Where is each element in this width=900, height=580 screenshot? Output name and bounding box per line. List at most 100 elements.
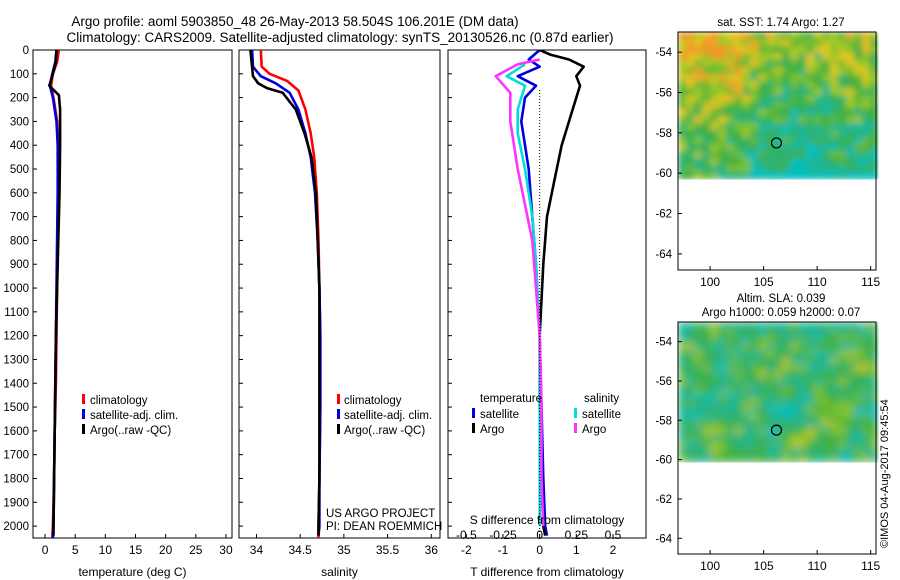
- map-cell: [774, 455, 783, 463]
- map-cell: [798, 350, 807, 358]
- map-cell: [758, 413, 767, 421]
- map-cell: [766, 144, 775, 152]
- x-tick-label: 15: [129, 543, 143, 557]
- map-cell: [726, 81, 735, 89]
- map-cell: [774, 434, 783, 442]
- map-cell: [838, 109, 847, 117]
- map-cell: [862, 441, 871, 449]
- map-cell: [830, 448, 839, 456]
- map-cell: [862, 88, 871, 96]
- map-cell: [854, 172, 863, 180]
- map-cell: [750, 434, 759, 442]
- map-cell: [814, 102, 823, 110]
- map-cell: [830, 60, 839, 68]
- map-cell: [798, 144, 807, 152]
- map-cell: [854, 144, 863, 152]
- map-cell: [758, 53, 767, 61]
- map-cell: [782, 109, 791, 117]
- map-cell: [814, 60, 823, 68]
- map-cell: [838, 427, 847, 435]
- map-cell: [814, 399, 823, 407]
- map-cell: [678, 81, 687, 89]
- map-cell: [774, 32, 783, 40]
- map-cell: [846, 399, 855, 407]
- map-cell: [710, 378, 719, 386]
- map-cell: [822, 427, 831, 435]
- map-cell: [678, 123, 687, 131]
- map-cell: [774, 406, 783, 414]
- map-cell: [854, 130, 863, 138]
- map-cell: [782, 123, 791, 131]
- map-cell: [790, 392, 799, 400]
- map-cell: [806, 371, 815, 379]
- map-cell: [854, 413, 863, 421]
- map-cell: [782, 392, 791, 400]
- map-cell: [742, 74, 751, 82]
- map-cell: [862, 406, 871, 414]
- map-cell: [758, 151, 767, 159]
- legend-swatch: [472, 408, 475, 418]
- map-cell: [710, 329, 719, 337]
- map-cell: [862, 350, 871, 358]
- map-cell: [846, 343, 855, 351]
- map-cell: [766, 413, 775, 421]
- map-cell: [678, 46, 687, 54]
- map-cell: [790, 158, 799, 166]
- map-cell: [790, 434, 799, 442]
- map-cell: [734, 441, 743, 449]
- map-cell: [798, 329, 807, 337]
- map-cell: [790, 67, 799, 75]
- map-cell: [822, 413, 831, 421]
- map-cell: [734, 60, 743, 68]
- map-cell: [790, 102, 799, 110]
- difference-panel: -2 -1 0 1 2 T difference from climatology S di…: [447, 49, 647, 579]
- map-cell: [750, 371, 759, 379]
- series-group: [494, 50, 585, 536]
- map-cell: [694, 81, 703, 89]
- map-cell: [798, 67, 807, 75]
- map-cell: [702, 144, 711, 152]
- map-cell: [702, 399, 711, 407]
- map-cell: [862, 81, 871, 89]
- map-cell: [822, 137, 831, 145]
- map-cell: [862, 144, 871, 152]
- map-cell: [862, 151, 871, 159]
- map-cell: [734, 130, 743, 138]
- map-cell: [750, 123, 759, 131]
- map-cell: [870, 67, 879, 75]
- map-cell: [766, 74, 775, 82]
- map-cell: [798, 322, 807, 330]
- map-cell: [718, 123, 727, 131]
- map-cell: [750, 172, 759, 180]
- map-cell: [750, 455, 759, 463]
- map-cell: [782, 81, 791, 89]
- map-cell: [782, 371, 791, 379]
- map-cell: [846, 427, 855, 435]
- legend-title-temperature: temperature: [480, 393, 542, 405]
- map-cell: [782, 406, 791, 414]
- map-cell: [774, 448, 783, 456]
- map-cell: [718, 364, 727, 372]
- map-cell: [734, 406, 743, 414]
- map-cell: [862, 455, 871, 463]
- map-cell: [806, 172, 815, 180]
- map-cell: [838, 165, 847, 173]
- map-cell: [718, 109, 727, 117]
- map-cell: [702, 322, 711, 330]
- map-cell: [742, 67, 751, 75]
- map-cell: [726, 158, 735, 166]
- map-y-tick-label: -64: [655, 533, 672, 545]
- map-cell: [702, 392, 711, 400]
- map-cell: [702, 67, 711, 75]
- map-cell: [726, 378, 735, 386]
- map-cell: [814, 39, 823, 47]
- map-cell: [734, 172, 743, 180]
- map-cell: [718, 378, 727, 386]
- map-cell: [846, 144, 855, 152]
- y-tick-label: 100: [10, 69, 29, 81]
- map-cell: [798, 427, 807, 435]
- map-cell: [870, 88, 879, 96]
- map-cell: [870, 39, 879, 47]
- map-cell: [782, 385, 791, 393]
- map-cell: [846, 364, 855, 372]
